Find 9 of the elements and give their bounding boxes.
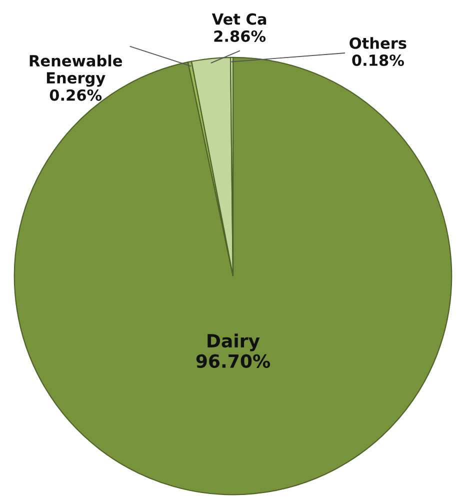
data-label: 2.86% [214,30,266,42]
data-label: 0.26% [50,89,102,101]
pie-slice [14,56,452,496]
data-label: 96.70% [196,354,270,368]
data-label: 0.18% [352,54,404,66]
slice-label: Vet Ca [212,13,266,25]
slice-label: Others [350,37,406,49]
slice-label: Dairy [208,334,260,352]
slice-label: Renewable Energy [30,54,122,87]
